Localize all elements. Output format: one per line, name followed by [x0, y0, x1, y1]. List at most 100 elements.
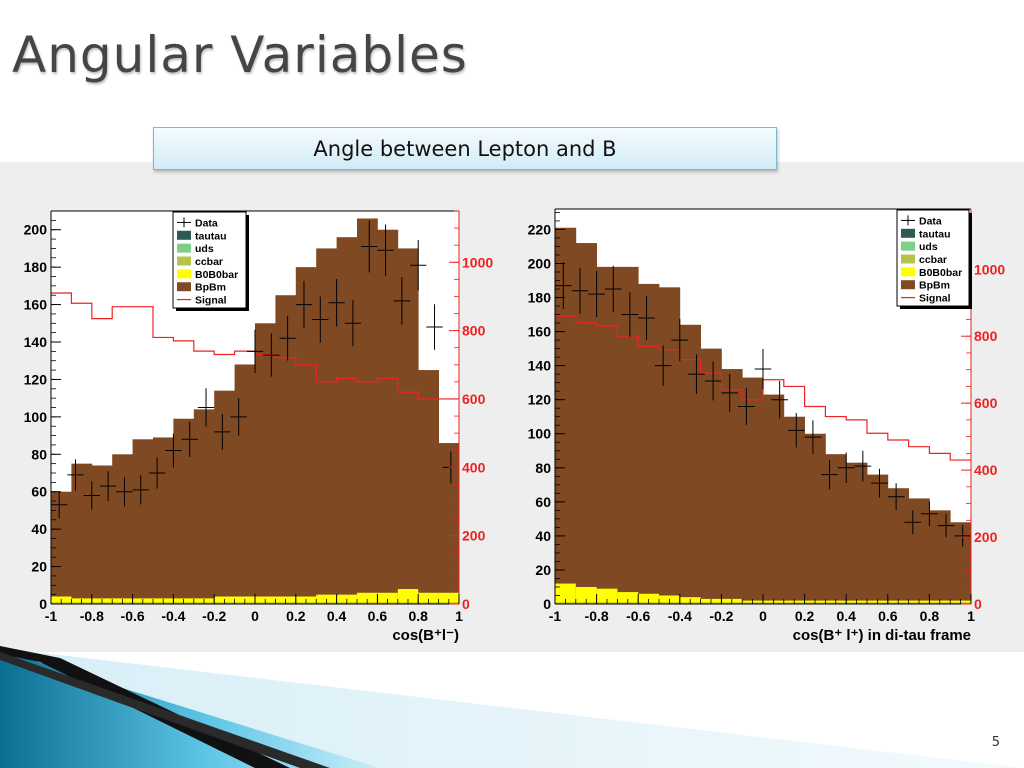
bpbm-bar — [397, 248, 419, 604]
bpbm-bar — [295, 267, 317, 604]
b0b0bar-bar — [596, 588, 618, 604]
caption-text: Angle between Lepton and B — [313, 136, 617, 161]
b0b0bar-bar — [555, 583, 577, 604]
b0b0bar-bar — [377, 592, 399, 604]
y-tick-label: 160 — [528, 324, 552, 340]
x-tick-label: 0.2 — [795, 608, 815, 624]
y-tick-label: 200 — [528, 255, 552, 271]
y-tick-label: 120 — [528, 392, 552, 408]
bpbm-bar — [377, 229, 399, 604]
bpbm-bar — [71, 463, 93, 604]
x-tick-label: 0.8 — [920, 608, 940, 624]
legend-label: B0B0bar — [919, 267, 962, 279]
y-tick-label: 0 — [39, 596, 47, 612]
x-axis-label: cos(B⁺ l⁺) in di-tau frame — [793, 627, 971, 644]
bpbm-bar — [275, 295, 297, 604]
legend-label: uds — [195, 243, 214, 255]
bpbm-bar — [112, 454, 133, 604]
bpbm-bar — [336, 237, 358, 604]
x-tick-label: 1 — [455, 608, 463, 624]
b0b0bar-bar — [575, 586, 597, 604]
legend-swatch — [177, 243, 191, 253]
bpbm-bar — [596, 266, 618, 604]
y-tick-label: 20 — [535, 562, 551, 578]
legend-label: Signal — [919, 293, 951, 305]
x-tick-label: -0.6 — [626, 608, 650, 624]
x-tick-label: -1 — [549, 608, 562, 624]
bpbm-bar — [214, 390, 235, 604]
y2-tick-label: 1000 — [974, 261, 1005, 277]
y-tick-label: 220 — [528, 221, 552, 237]
bpbm-bar — [700, 348, 722, 604]
bpbm-bar — [575, 243, 597, 605]
y2-tick-label: 0 — [462, 596, 470, 612]
footer-decoration — [0, 646, 1024, 768]
x-tick-label: -0.8 — [80, 608, 104, 624]
y-tick-label: 100 — [24, 409, 48, 425]
legend-label: B0B0bar — [195, 269, 238, 281]
y-tick-label: 140 — [24, 334, 48, 350]
y2-tick-label: 400 — [974, 462, 998, 478]
legend-swatch — [177, 282, 191, 292]
y-tick-label: 0 — [543, 596, 551, 612]
signal-line — [555, 315, 971, 461]
y-tick-label: 180 — [24, 259, 48, 275]
y-tick-label: 60 — [535, 494, 551, 510]
legend-swatch — [177, 256, 191, 266]
y-tick-label: 80 — [535, 460, 551, 476]
bpbm-bar — [950, 522, 972, 604]
y-tick-label: 100 — [528, 426, 552, 442]
bpbm-bar — [234, 364, 256, 604]
b0b0bar-bar — [617, 592, 639, 604]
y2-tick-label: 800 — [974, 328, 998, 344]
y2-tick-label: 0 — [974, 596, 982, 612]
y2-tick-label: 200 — [462, 528, 486, 544]
bpbm-bar — [438, 443, 460, 604]
b0b0bar-bar — [357, 592, 378, 604]
y2-tick-label: 1000 — [462, 254, 493, 270]
x-axis-label: cos(B⁺l⁻) — [392, 627, 459, 644]
legend-label: uds — [919, 241, 938, 253]
bpbm-bar — [255, 323, 276, 604]
x-tick-label: 1 — [967, 608, 975, 624]
x-tick-label: 0.6 — [878, 608, 898, 624]
bpbm-bar — [173, 418, 195, 604]
x-tick-label: 0.6 — [368, 608, 388, 624]
legend-label: tautau — [919, 228, 951, 240]
x-tick-label: -0.6 — [121, 608, 145, 624]
y2-tick-label: 200 — [974, 529, 998, 545]
legend-swatch — [901, 254, 915, 264]
y-tick-label: 60 — [31, 484, 47, 500]
y2-tick-label: 800 — [462, 323, 486, 339]
y-tick-label: 40 — [31, 521, 47, 537]
x-tick-label: 0.2 — [286, 608, 306, 624]
slide-title: Angular Variables — [12, 26, 468, 84]
bpbm-bar — [51, 491, 72, 604]
left-plot: 0 20 40 60 80 100 120 140 160 180 200 0 200 400 600 800… — [2, 162, 504, 650]
x-tick-label: 0.8 — [408, 608, 428, 624]
y-tick-label: 40 — [535, 528, 551, 544]
legend-swatch — [901, 228, 915, 238]
legend-swatch — [177, 230, 191, 240]
b0b0bar-bar — [638, 593, 660, 604]
bpbm-bar — [742, 377, 764, 604]
bpbm-bar — [763, 394, 785, 604]
x-tick-label: -0.4 — [668, 608, 692, 624]
bpbm-bar — [153, 437, 174, 604]
x-tick-label: -1 — [45, 608, 58, 624]
y2-tick-label: 600 — [462, 391, 486, 407]
bpbm-bar — [887, 488, 909, 604]
legend-label: Data — [195, 217, 218, 229]
bpbm-bar — [659, 287, 681, 604]
y2-tick-label: 400 — [462, 459, 486, 475]
x-tick-label: 0 — [251, 608, 259, 624]
x-tick-label: -0.8 — [585, 608, 609, 624]
x-tick-label: -0.2 — [709, 608, 733, 624]
bpbm-bar — [418, 370, 439, 604]
legend-swatch — [901, 280, 915, 290]
bpbm-bar — [679, 324, 701, 604]
page-number: 5 — [991, 735, 1000, 750]
y2-tick-label: 600 — [974, 395, 998, 411]
y-tick-label: 200 — [24, 222, 48, 238]
bpbm-bar — [638, 283, 660, 604]
